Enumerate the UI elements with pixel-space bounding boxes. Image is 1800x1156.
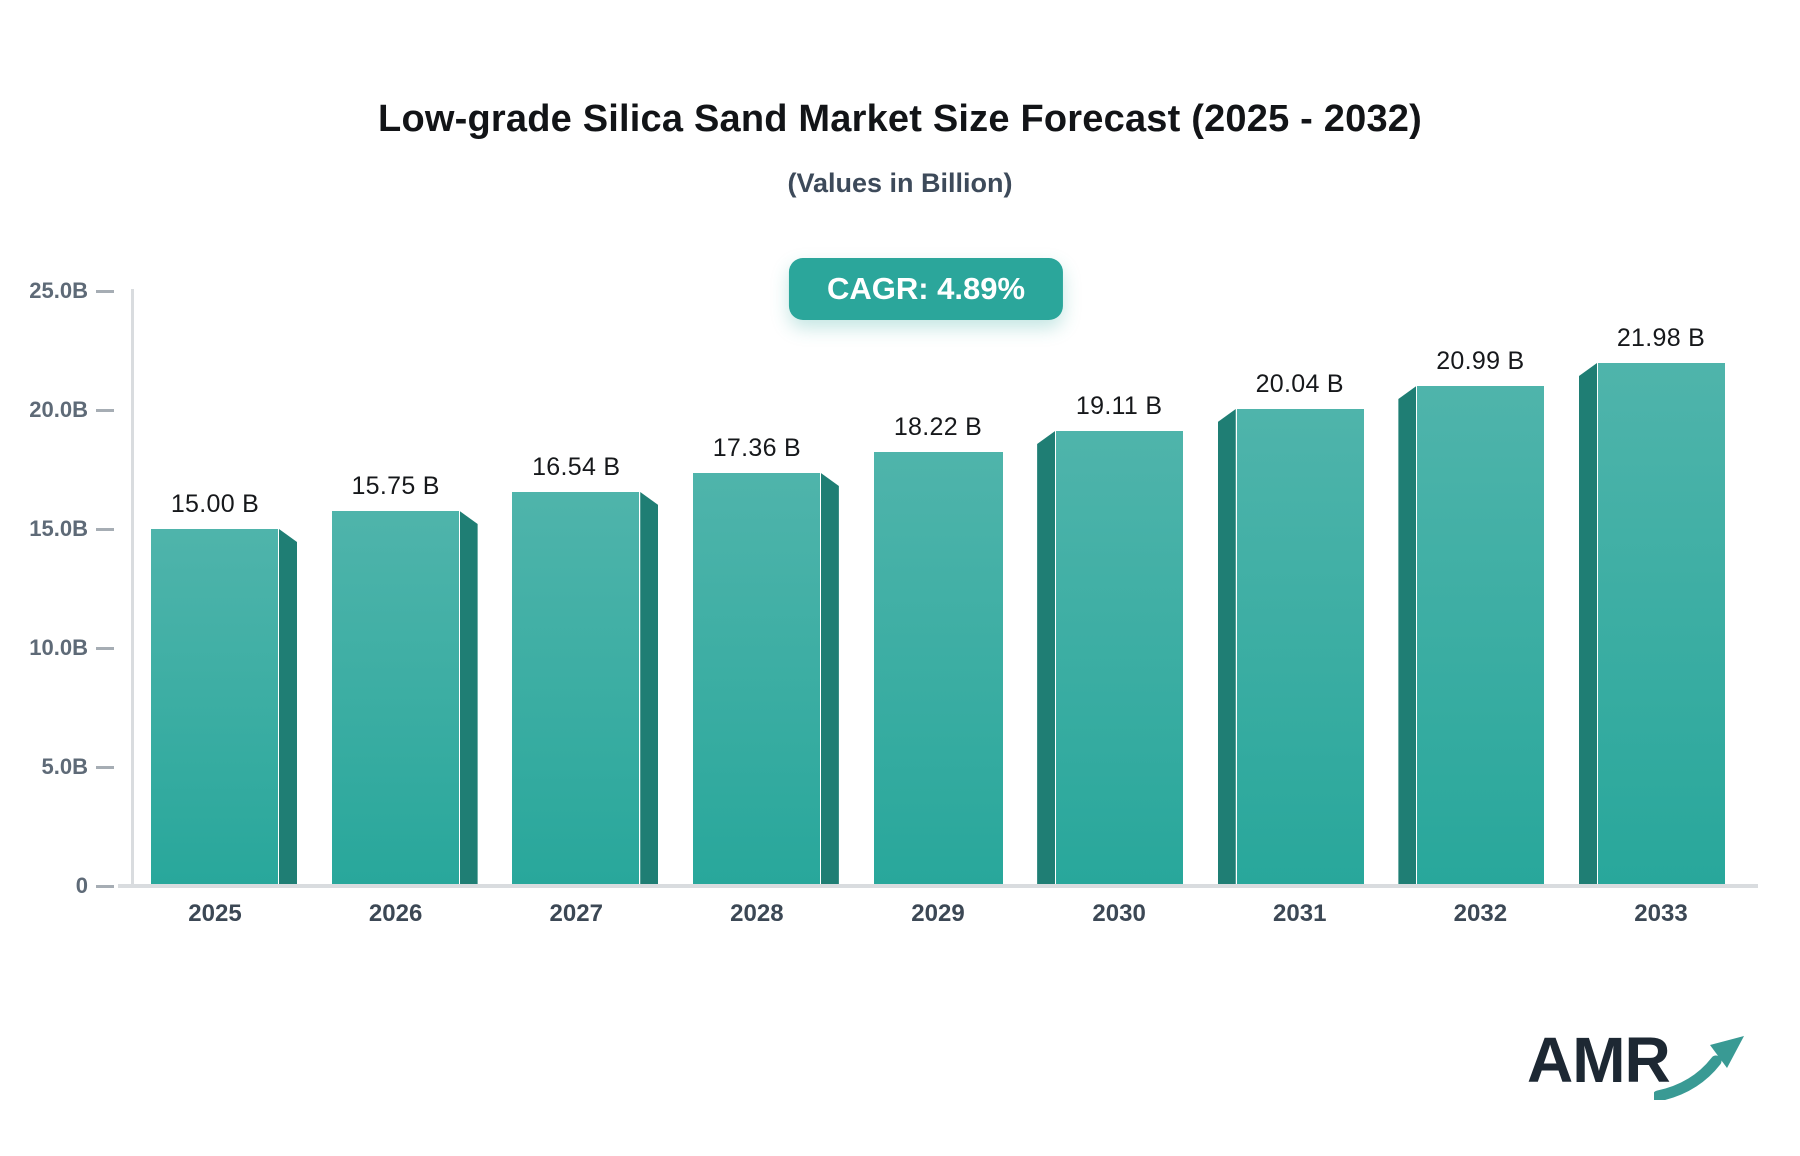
bar-value-label: 19.11 B [1075, 392, 1163, 420]
y-tick-label: 25.0B [29, 278, 88, 303]
bar-slot-2025: 15.00 B [151, 286, 297, 886]
y-tick-dash [96, 884, 114, 888]
amr-logo-text: AMR [1527, 1024, 1671, 1096]
bar-value-label: 16.54 B [532, 453, 621, 481]
bar-2027 [512, 492, 659, 886]
x-tick-label-2025: 2025 [188, 900, 242, 927]
bar-slot-2028: 17.36 B [692, 286, 839, 886]
x-tick-label-2029: 2029 [911, 900, 965, 927]
y-tick-label: 5.0B [41, 754, 88, 779]
bar-side-face [1398, 386, 1417, 886]
x-tick-label-2032: 2032 [1453, 900, 1508, 927]
y-tick-label: 15.0B [29, 516, 88, 541]
bar-side-face [279, 529, 297, 886]
bar-2031 [1217, 409, 1364, 886]
y-tick-label: 20.0B [29, 397, 88, 422]
y-tick-dash [96, 646, 114, 650]
cagr-badge: CAGR: 4.89% [788, 258, 1064, 320]
bar-slot-2030: 19.11 B [1037, 286, 1184, 886]
bar-value-label: 15.00 B [170, 490, 260, 518]
bar-slot-2031: 20.04 B [1217, 286, 1364, 886]
bar-face [1236, 409, 1364, 886]
bar-2026 [331, 511, 478, 886]
bar-2029 [873, 452, 1003, 886]
bar-face [692, 473, 820, 886]
bar-value-label: 20.04 B [1255, 370, 1344, 398]
x-axis-baseline [118, 884, 1758, 888]
bar-side-face [459, 511, 478, 886]
bar-face [151, 529, 278, 886]
chart-subtitle: (Values in Billion) [787, 168, 1013, 198]
bar-2032 [1398, 386, 1545, 886]
bar-value-label: 21.98 B [1616, 324, 1706, 352]
bar-2025 [151, 529, 297, 886]
bar-face [1417, 386, 1545, 886]
bar-slot-2033: 21.98 B [1579, 286, 1725, 886]
x-tick-label-2030: 2030 [1092, 900, 1146, 927]
bar-2028 [692, 473, 839, 886]
bar-face [1598, 363, 1725, 886]
bar-value-label: 17.36 B [712, 434, 802, 462]
bar-face [331, 511, 459, 886]
y-axis-line [131, 289, 134, 886]
bars-row: 15.00 B 15.75 B 16.54 B 17.36 B 18.22 B 19.11… [151, 286, 1725, 886]
x-tick-label-2027: 2027 [549, 900, 603, 927]
bar-slot-2032: 20.99 B [1398, 286, 1545, 886]
bar-value-label: 20.99 B [1436, 347, 1525, 375]
bar-side-face [1579, 363, 1597, 886]
amr-logo: AMR [1527, 1028, 1746, 1105]
bar-side-face [1217, 409, 1236, 886]
x-axis-labels: 2025 2026 2027 2028 2029 2030 2031 2032 2033 [151, 900, 1725, 928]
bar-slot-2027: 16.54 B [512, 286, 659, 886]
bar-2033 [1579, 363, 1725, 886]
bar-value-label: 18.22 B [893, 413, 983, 441]
bar-slot-2026: 15.75 B [331, 286, 478, 886]
y-tick-dash [96, 527, 114, 531]
x-tick-label-2031: 2031 [1273, 900, 1327, 927]
x-tick-label-2026: 2026 [368, 900, 423, 927]
bar-face [512, 492, 640, 886]
y-tick-label: 10.0B [29, 635, 88, 660]
y-tick-dash [96, 408, 114, 412]
trend-up-arrow-icon [1652, 1034, 1746, 1105]
bar-slot-2029: 18.22 B [873, 286, 1003, 886]
y-tick-label: 0 [75, 873, 88, 898]
y-tick-dash [96, 289, 114, 293]
chart-title: Low-grade Silica Sand Market Size Foreca… [378, 98, 1422, 140]
x-tick-label-2028: 2028 [730, 900, 784, 927]
bar-side-face [820, 473, 839, 886]
bar-2030 [1037, 431, 1184, 886]
bar-side-face [1037, 431, 1056, 886]
bar-value-label: 15.75 B [351, 472, 440, 500]
x-tick-label-2033: 2033 [1634, 900, 1688, 927]
bar-face [873, 452, 1003, 886]
bar-side-face [640, 492, 659, 886]
bar-face [1056, 431, 1184, 886]
y-tick-dash [96, 765, 114, 769]
